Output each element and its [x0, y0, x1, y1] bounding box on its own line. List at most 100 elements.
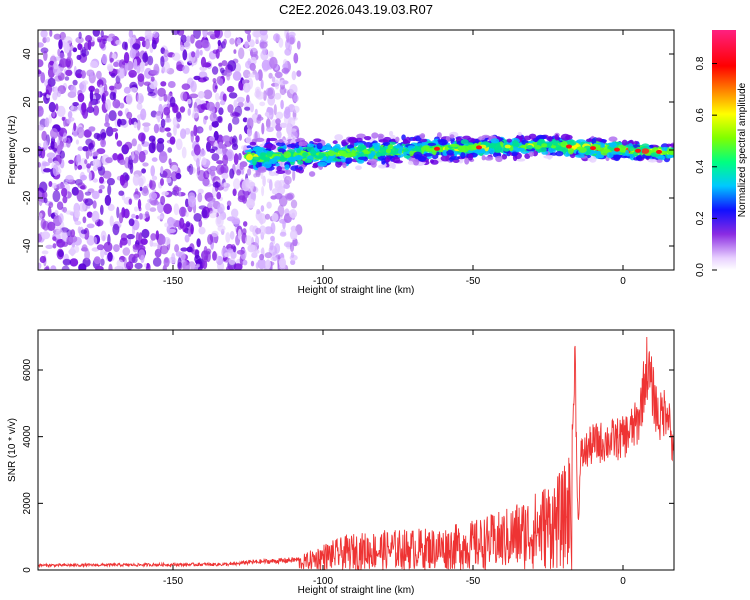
spectrogram-cell	[232, 71, 242, 81]
spectrogram-cell	[45, 83, 53, 95]
spectrogram-cell	[554, 134, 559, 141]
spectrogram-cell	[163, 257, 170, 268]
spectrogram-cell	[274, 71, 283, 79]
spectrogram-cell	[169, 96, 176, 108]
x-tick-label: 0	[620, 576, 626, 587]
spectrogram-cell	[229, 38, 235, 45]
spectrogram-cell	[139, 61, 145, 73]
spectrogram-cell	[119, 159, 126, 165]
spectrogram-cell	[116, 259, 124, 268]
spectrogram-cell	[250, 103, 254, 113]
spectrogram-cell	[138, 132, 146, 142]
spectrogram-cell	[190, 131, 194, 143]
spectrogram-cell	[255, 137, 265, 142]
spectrogram-peak	[566, 144, 572, 149]
spectrogram-cell	[501, 154, 508, 160]
spectrogram-cell	[495, 155, 503, 163]
spectrogram-cell	[117, 110, 123, 117]
spectrogram-cell	[166, 177, 172, 184]
spectrogram-cell	[103, 241, 113, 252]
spectrogram-cell	[39, 212, 43, 219]
colorbar-tick-label: 0.0	[695, 263, 706, 277]
spectrogram-cell	[95, 265, 104, 270]
spectrogram-cell	[138, 36, 146, 41]
spectrogram-cell	[197, 91, 205, 99]
spectrogram-cell	[609, 142, 617, 148]
spectrogram-cell	[38, 105, 44, 117]
spectrogram-cell	[449, 134, 455, 139]
spectrogram-cell	[97, 166, 103, 171]
spectrogram-cell	[407, 160, 413, 165]
spectrogram-cell	[61, 265, 70, 270]
spectrogram-cell	[347, 136, 358, 143]
y-tick-label: 0	[22, 147, 33, 153]
spectrogram-cell	[259, 225, 267, 236]
spectrogram-cell	[202, 177, 210, 187]
spectrogram-cell	[423, 153, 433, 157]
spectrogram-cell	[100, 258, 105, 266]
spectrogram-cell	[287, 123, 291, 128]
spectrogram-cell	[102, 170, 112, 179]
spectrogram-cell	[245, 153, 253, 161]
spectrogram-cell	[47, 206, 52, 218]
spectrogram-cell	[133, 121, 138, 129]
spectrogram-cell	[568, 147, 574, 155]
spectrogram-cell	[201, 250, 209, 261]
spectrogram-cell	[109, 215, 114, 227]
spectrogram-cell	[226, 248, 234, 254]
spectrogram-cell	[109, 91, 116, 101]
spectrogram-cell	[275, 118, 281, 125]
spectrogram-cell	[150, 200, 160, 206]
spectrogram-cell	[490, 138, 500, 144]
spectrogram-cell	[52, 236, 57, 241]
spectrogram-cell	[143, 263, 147, 268]
spectrogram-cell	[160, 118, 166, 128]
spectrogram-cell	[228, 257, 236, 265]
spectrogram-cell	[62, 206, 68, 213]
spectrogram-cell	[152, 257, 162, 267]
spectrogram-cell	[243, 82, 251, 93]
spectrogram-cell	[170, 171, 178, 182]
spectrogram-panel: -150 -100 -50 0 -40 -20 0 20 40 Height of straig…	[7, 29, 748, 296]
y-tick-label: 40	[22, 48, 33, 60]
spectrogram-cell	[575, 154, 585, 158]
spectrogram-cell	[449, 156, 460, 160]
spectrogram-cell	[104, 194, 112, 206]
spectrogram-cell	[233, 263, 243, 270]
spectrogram-cell	[123, 86, 131, 94]
spectrogram-cell	[193, 144, 201, 156]
spectrogram-cell	[38, 262, 42, 269]
spectrogram-cell	[586, 138, 594, 143]
spectrogram-cell	[50, 141, 55, 150]
spectrogram-cell	[667, 149, 674, 156]
spectrogram-cell	[75, 73, 83, 78]
spectrogram-cell	[278, 257, 287, 269]
snr-series-line	[38, 336, 674, 570]
spectrogram-cell	[543, 155, 554, 159]
spectrogram-cell	[74, 245, 80, 253]
spectrogram-cell	[49, 30, 53, 37]
spectrogram-cell	[253, 173, 258, 178]
spectrogram-cell	[64, 76, 70, 81]
spectrogram-cell	[131, 225, 136, 236]
spectrogram-cell	[218, 78, 224, 86]
spectrogram-cell	[100, 204, 104, 215]
spectrogram-cell	[182, 223, 188, 233]
spectrogram-cell	[146, 32, 154, 38]
spectrogram-cell	[272, 251, 278, 262]
spectrogram-cell	[135, 231, 140, 243]
spectrogram-cell	[490, 143, 496, 149]
spectrogram-cell	[340, 156, 347, 163]
spectrogram-cell	[136, 119, 141, 131]
spectrogram-cell	[332, 140, 338, 145]
spectrogram-cell	[101, 54, 108, 65]
spectrogram-cell	[39, 255, 47, 264]
spectrogram-cell	[363, 149, 369, 155]
spectrogram-cell	[115, 39, 122, 46]
spectrogram-cell	[180, 247, 188, 252]
spectrogram-cell	[91, 190, 100, 200]
spectrogram-cell	[517, 147, 526, 152]
spectrogram-cell	[327, 150, 336, 157]
spectrogram-cell	[649, 144, 654, 148]
spectrogram-cell	[147, 55, 154, 66]
